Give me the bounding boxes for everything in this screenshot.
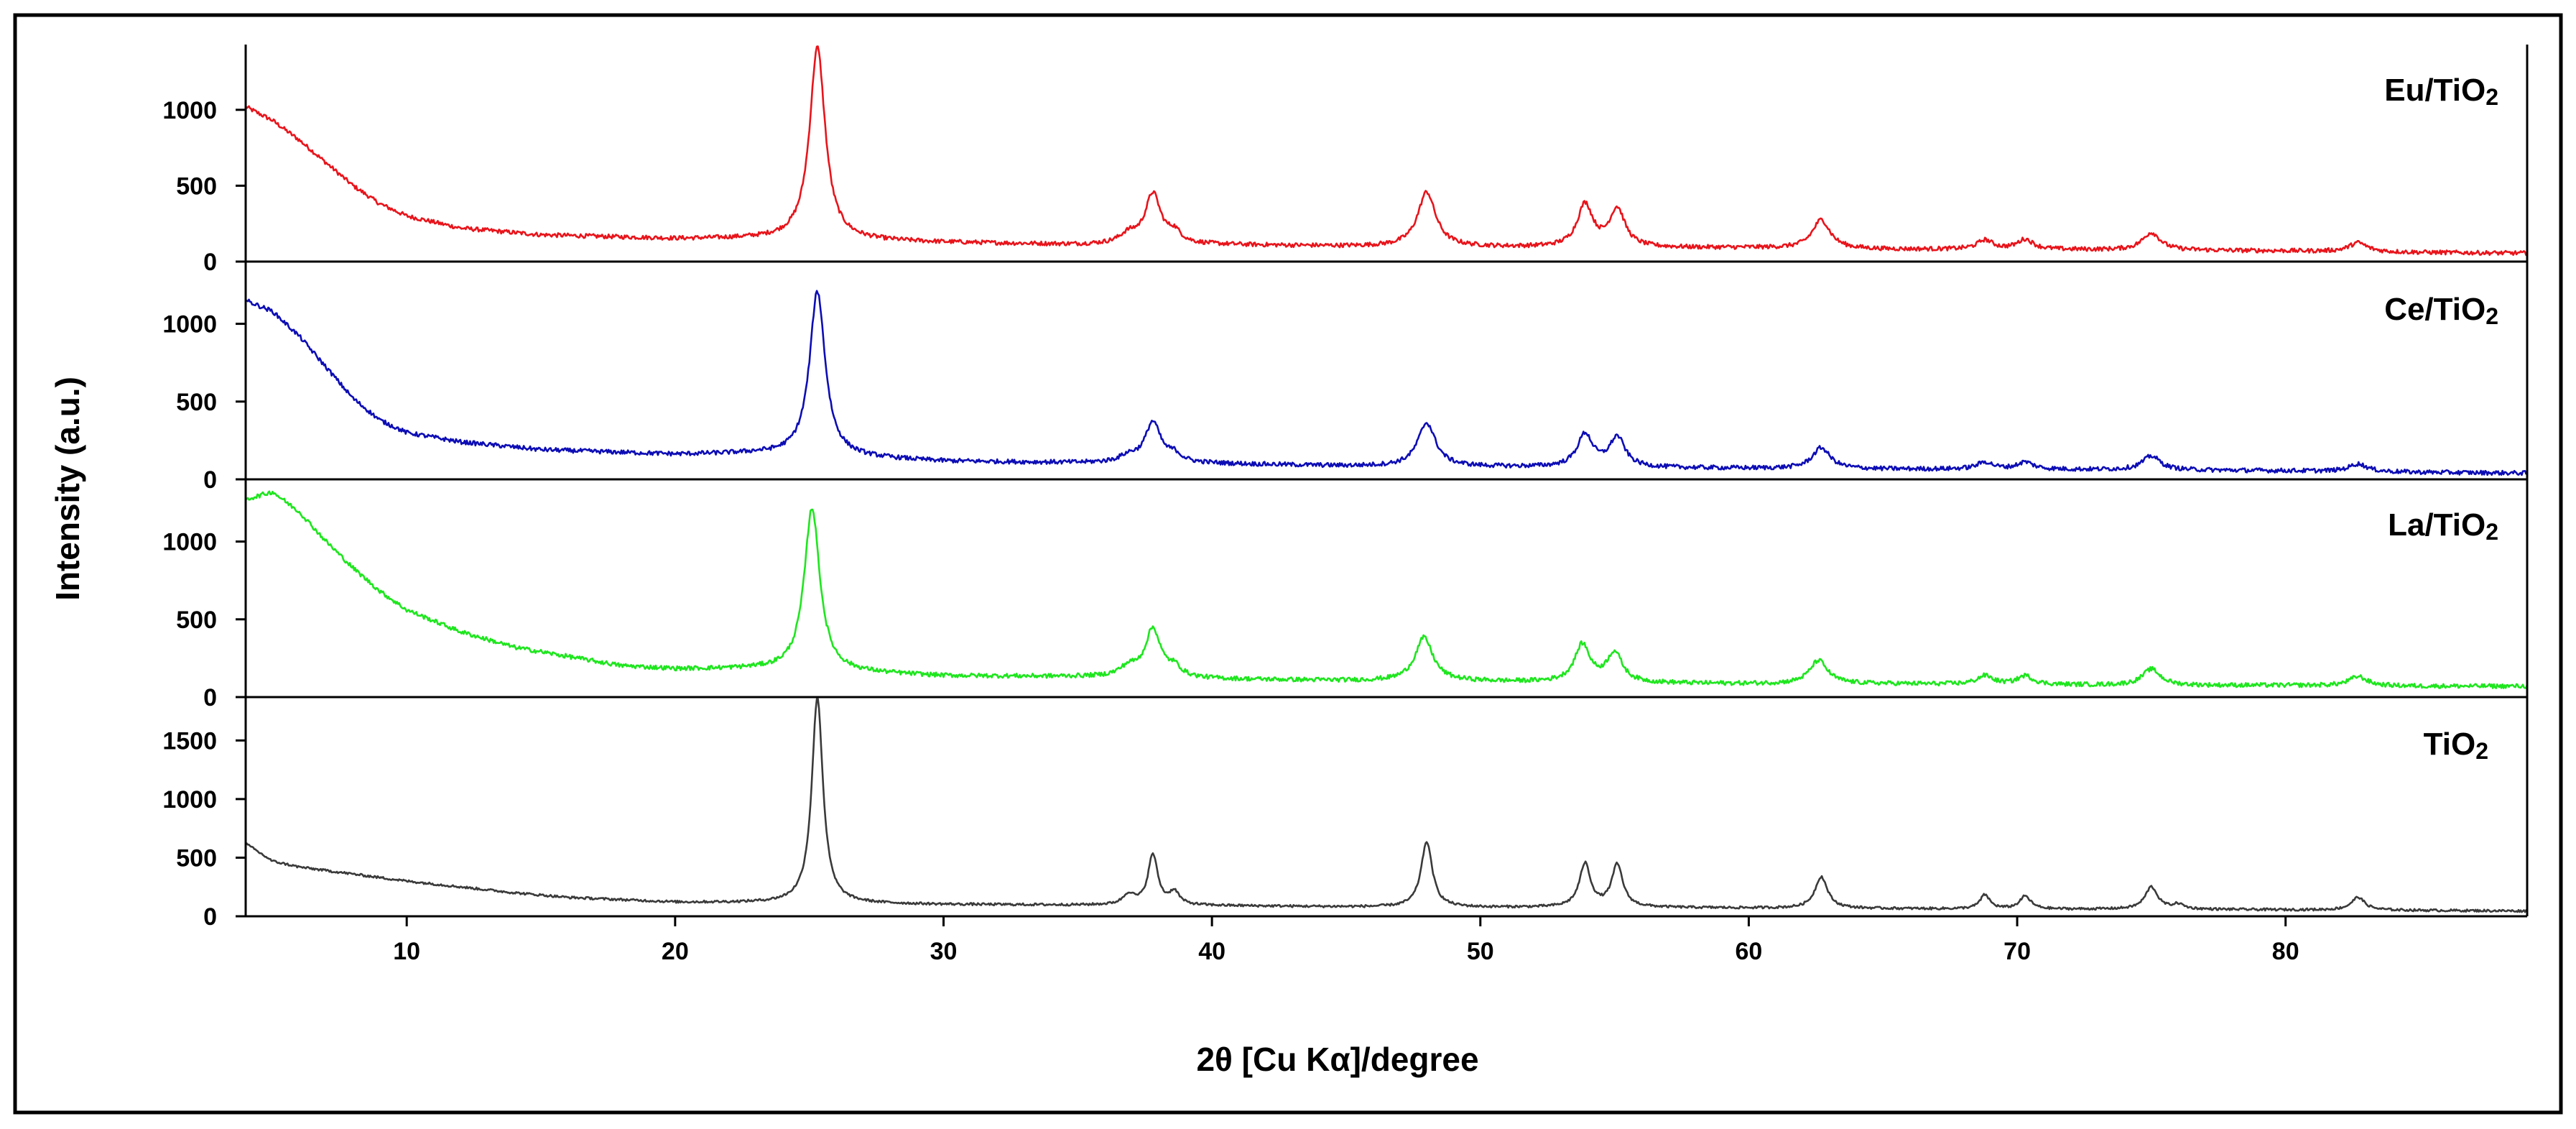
y-tick-label: 500: [176, 844, 217, 872]
y-tick-label: 0: [203, 249, 217, 276]
series-label-main: TiO: [2424, 727, 2476, 762]
x-tick-label: 30: [930, 938, 958, 965]
series-label-main: Ce/TiO: [2384, 292, 2485, 327]
x-tick-label: 70: [2003, 938, 2031, 965]
panel-1: 0 500 1000 Eu/TiO2: [162, 45, 2529, 276]
series-label-subscript: 2: [2485, 84, 2498, 110]
x-tick-label: 40: [1198, 938, 1226, 965]
y-tick-label: 1000: [162, 97, 217, 124]
y-tick-label: 0: [203, 903, 217, 931]
y-tick-label: 1000: [162, 529, 217, 556]
series-label-subscript: 2: [2485, 519, 2498, 545]
series-label: La/TiO2: [2388, 507, 2498, 545]
series-line-la-tio2: [244, 490, 2529, 689]
y-tick-label: 1500: [162, 727, 217, 755]
y-axis-title: Intensity (a.u.): [49, 377, 86, 601]
x-tick-label: 50: [1467, 938, 1494, 965]
y-tick-label: 500: [176, 172, 217, 200]
y-tick-label: 500: [176, 389, 217, 416]
y-tick-label: 500: [176, 607, 217, 634]
panel-3: 0 500 1000 La/TiO2: [162, 479, 2529, 711]
series-line-tio2: [245, 698, 2528, 913]
y-tick-label: 1000: [162, 311, 217, 338]
series-line-ce-tio2: [245, 290, 2527, 476]
x-axis-title: 2θ [Cu Kα]/degree: [1196, 1041, 1478, 1078]
x-tick-label: 60: [1736, 938, 1763, 965]
y-tick-label: 0: [203, 684, 217, 711]
series-line-eu-tio2: [244, 45, 2528, 257]
series-label-subscript: 2: [2475, 738, 2488, 764]
panel-2: 0 500 1000 Ce/TiO2: [162, 262, 2529, 494]
y-tick-label: 0: [203, 466, 217, 494]
x-tick-label: 10: [393, 938, 420, 965]
panel-4: 0 500 1000 1500 TiO2: [162, 697, 2529, 931]
figure-frame: [13, 13, 2563, 1115]
series-label-subscript: 2: [2485, 303, 2498, 329]
series-label: Eu/TiO2: [2384, 73, 2498, 110]
series-label: Ce/TiO2: [2384, 292, 2498, 329]
x-tick-label: 80: [2272, 938, 2299, 965]
series-label-main: La/TiO: [2388, 507, 2485, 543]
series-label-main: Eu/TiO: [2384, 73, 2485, 108]
y-tick-label: 1000: [162, 786, 217, 814]
x-tick-label: 20: [662, 938, 689, 965]
series-label: TiO2: [2424, 727, 2488, 764]
